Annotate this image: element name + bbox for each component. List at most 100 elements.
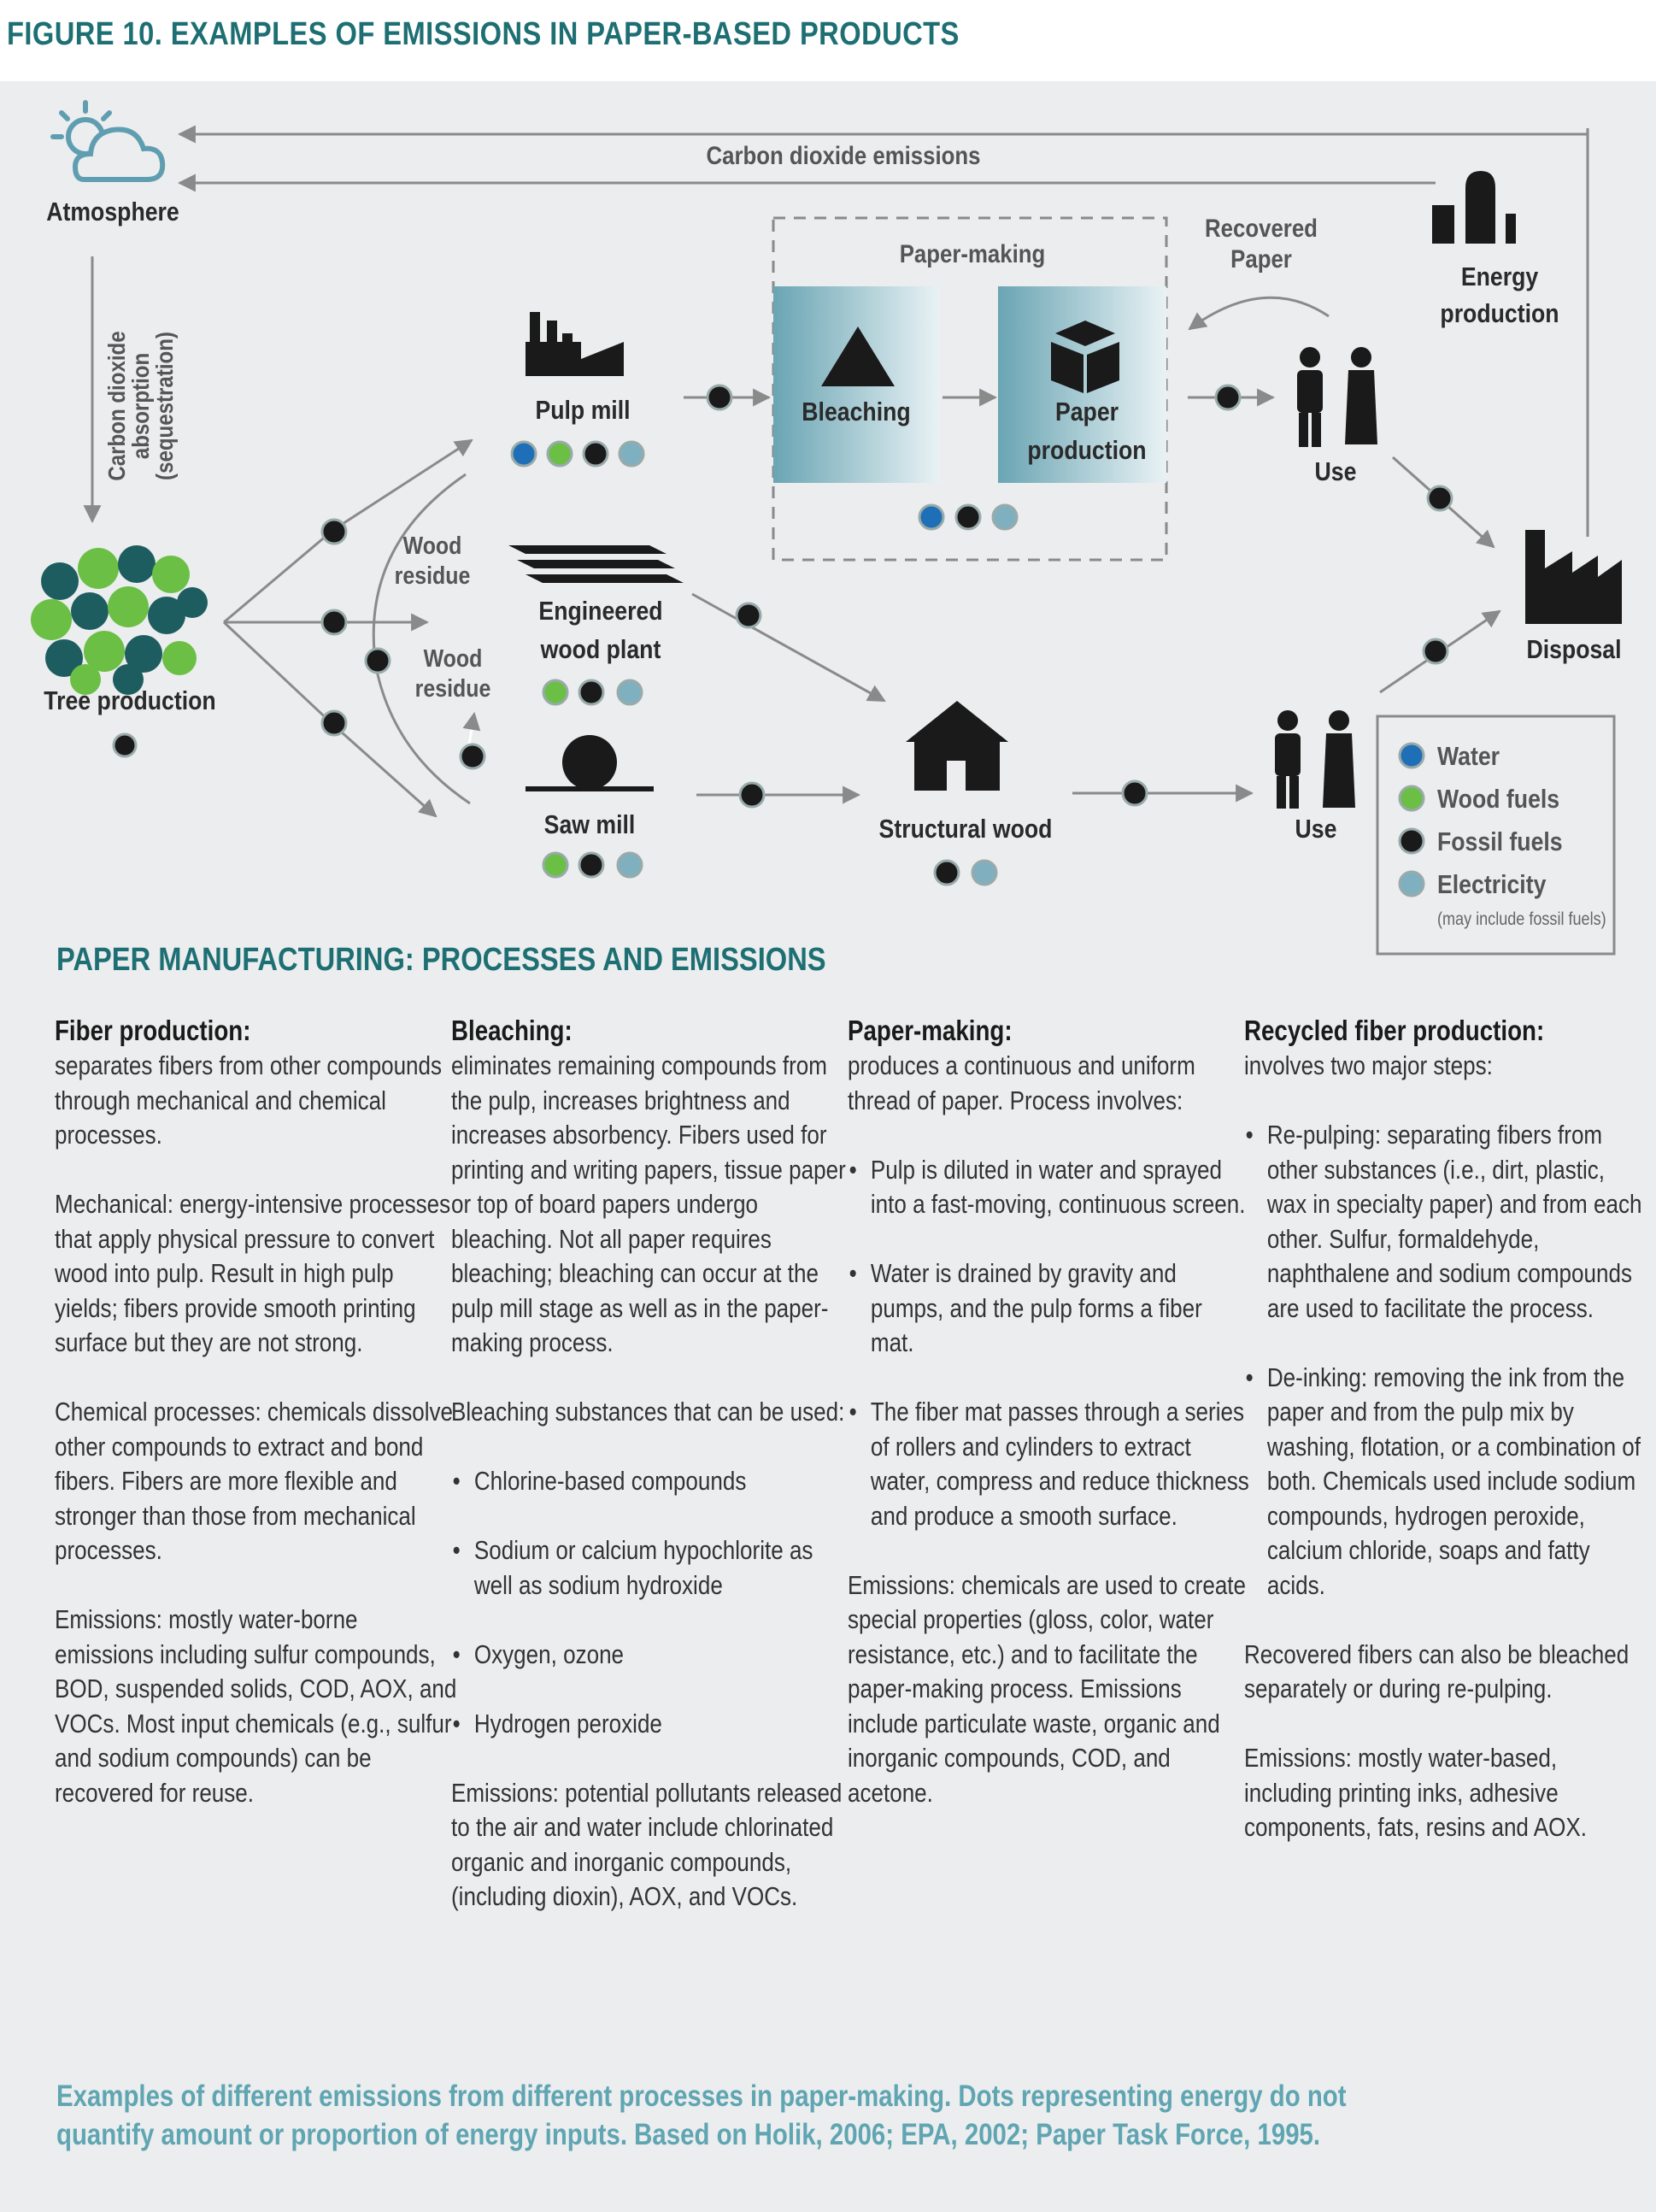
saw-mill-label: Saw mill (544, 810, 636, 839)
bleaching-list: Chlorine-based compounds Sodium or calci… (451, 1464, 853, 1741)
residue-dot-1 (364, 647, 391, 674)
branch-dot-2 (320, 609, 348, 636)
engineered-to-structural-dot (735, 602, 762, 629)
legend-note: (may include fossil fuels) (1437, 909, 1606, 930)
list-item: Oxygen, ozone (451, 1638, 853, 1673)
legend-label-water: Water (1437, 742, 1500, 771)
power-plant-icon (1432, 171, 1516, 244)
pulp-to-bleach-dot (706, 384, 733, 411)
structural-wood-label: Structural wood (879, 815, 1053, 844)
engineered-to-structural-arrow (691, 592, 886, 703)
legend-swatch-wood (1398, 785, 1425, 812)
people-icon-upper (1297, 347, 1377, 447)
legend-swatch-fossil (1398, 827, 1425, 855)
recycled-p2: Recovered fibers can also be bleached se… (1244, 1638, 1630, 1704)
legend-label-fossil: Fossil fuels (1437, 827, 1563, 856)
branch-dot-3 (320, 709, 348, 737)
engineered-wood-label: Engineered wood plant (538, 597, 662, 664)
legend-label-electricity: Electricity (1437, 870, 1546, 899)
figure-caption: Examples of different emissions from dif… (56, 2077, 1564, 2154)
legend-box (1376, 715, 1616, 956)
tree-production-label: Tree production (44, 686, 215, 715)
svg-text:residue: residue (415, 674, 491, 702)
house-icon (906, 701, 1008, 791)
caption-line-2: quantify amount or proportion of energy … (56, 2118, 1321, 2151)
use-lower-label: Use (1295, 815, 1337, 844)
svg-text:Paper: Paper (1230, 244, 1292, 273)
column-bleaching: Bleaching: eliminates remaining compound… (451, 1013, 853, 1949)
list-item: Water is drained by gravity and pumps, a… (848, 1256, 1249, 1361)
papermaking-heading: Paper-making: (848, 1015, 1013, 1046)
list-item: Chlorine-based compounds (451, 1464, 853, 1499)
fiber-heading: Fiber production: (55, 1015, 251, 1046)
recycled-p1: involves two major steps: (1244, 1050, 1493, 1080)
svg-text:Wood: Wood (424, 644, 483, 672)
engineered-wood-icon (508, 545, 684, 583)
pulp-mill-icon (526, 312, 624, 376)
cloud-sun-icon (50, 100, 166, 182)
bleaching-label: Bleaching (802, 397, 910, 427)
column-paper-making: Paper-making: produces a continuous and … (848, 1013, 1249, 1845)
use-to-disposal-dot-1 (1426, 485, 1453, 512)
papermaking-p1: produces a continuous and uniform thread… (848, 1050, 1195, 1115)
recycled-p3: Emissions: mostly water-based, including… (1244, 1743, 1587, 1842)
recycled-heading: Recycled fiber production: (1244, 1015, 1545, 1046)
svg-text:absorption: absorption (126, 353, 154, 459)
svg-text:Wood: Wood (403, 532, 462, 559)
fiber-p3: Chemical processes: chemicals dissolve o… (55, 1397, 454, 1565)
svg-text:(sequestration): (sequestration) (150, 332, 178, 480)
saw-mill-dots (542, 851, 643, 879)
bleaching-heading: Bleaching: (451, 1015, 573, 1046)
svg-text:Paper: Paper (1055, 397, 1119, 427)
bleaching-triangle-icon (821, 327, 895, 386)
svg-text:residue: residue (395, 562, 471, 589)
list-item: Sodium or calcium hypochlorite as well a… (451, 1533, 853, 1603)
column-fiber-production: Fiber production: separates fibers from … (55, 1013, 456, 1845)
branch-dot-1 (320, 518, 348, 545)
section-title: PAPER MANUFACTURING: PROCESSES AND EMISS… (56, 942, 826, 978)
atmosphere-label: Atmosphere (46, 197, 179, 226)
absorption-label: Carbon dioxide absorption (sequestration… (103, 331, 178, 480)
bleaching-p3: Emissions: potential pollutants released… (451, 1777, 843, 1912)
fiber-p2: Mechanical: energy-intensive processes t… (55, 1189, 451, 1357)
column-recycled-fiber: Recycled fiber production: involves two … (1244, 1013, 1646, 1880)
legend-label-wood: Wood fuels (1437, 785, 1559, 814)
disposal-label: Disposal (1526, 635, 1621, 664)
people-icon-lower (1275, 710, 1355, 809)
residue-curve-1 (372, 473, 471, 805)
svg-text:wood plant: wood plant (540, 635, 661, 664)
paper-making-dots (918, 503, 1019, 531)
bleaching-p1: eliminates remaining compounds from the … (451, 1050, 846, 1357)
recovered-paper-arrow (1188, 296, 1330, 331)
paper-to-use-dot (1214, 384, 1242, 411)
use-to-disposal-dot-2 (1422, 638, 1449, 665)
saw-blade-icon (526, 735, 654, 791)
trees-icon (31, 545, 208, 695)
figure-title: FIGURE 10. EXAMPLES OF EMISSIONS IN PAPE… (7, 16, 960, 52)
paper-production-label: Paper production (1027, 397, 1146, 465)
svg-text:production: production (1027, 436, 1146, 465)
svg-text:Carbon dioxide: Carbon dioxide (103, 331, 130, 480)
pulp-mill-label: Pulp mill (535, 396, 630, 425)
tree-dot-fossil (112, 732, 138, 758)
wood-residue-label-1: Wood residue (395, 532, 471, 589)
list-item: Pulp is diluted in water and sprayed int… (848, 1153, 1249, 1222)
legend-items: Water Wood fuels Fossil fuels Electricit… (1398, 742, 1606, 930)
svg-text:Energy: Energy (1461, 262, 1538, 291)
structural-wood-dots (933, 859, 998, 886)
co2-emissions-label: Carbon dioxide emissions (706, 141, 980, 169)
legend-swatch-water (1398, 742, 1425, 769)
list-item: The fiber mat passes through a series of… (848, 1395, 1249, 1533)
fiber-p4: Emissions: mostly water-borne emissions … (55, 1604, 457, 1808)
factory-icon (1525, 530, 1622, 624)
engineered-wood-dots (542, 679, 643, 706)
list-item: Re-pulping: separating fibers from other… (1244, 1118, 1646, 1326)
svg-text:Engineered: Engineered (538, 597, 662, 626)
recycled-list: Re-pulping: separating fibers from other… (1244, 1118, 1646, 1603)
svg-text:production: production (1440, 299, 1559, 328)
structural-to-use-dot (1121, 779, 1148, 807)
pulp-mill-dots (510, 440, 645, 468)
svg-text:Recovered: Recovered (1205, 214, 1318, 242)
fiber-p1: separates fibers from other compounds th… (55, 1050, 443, 1150)
box-icon (1051, 321, 1119, 393)
